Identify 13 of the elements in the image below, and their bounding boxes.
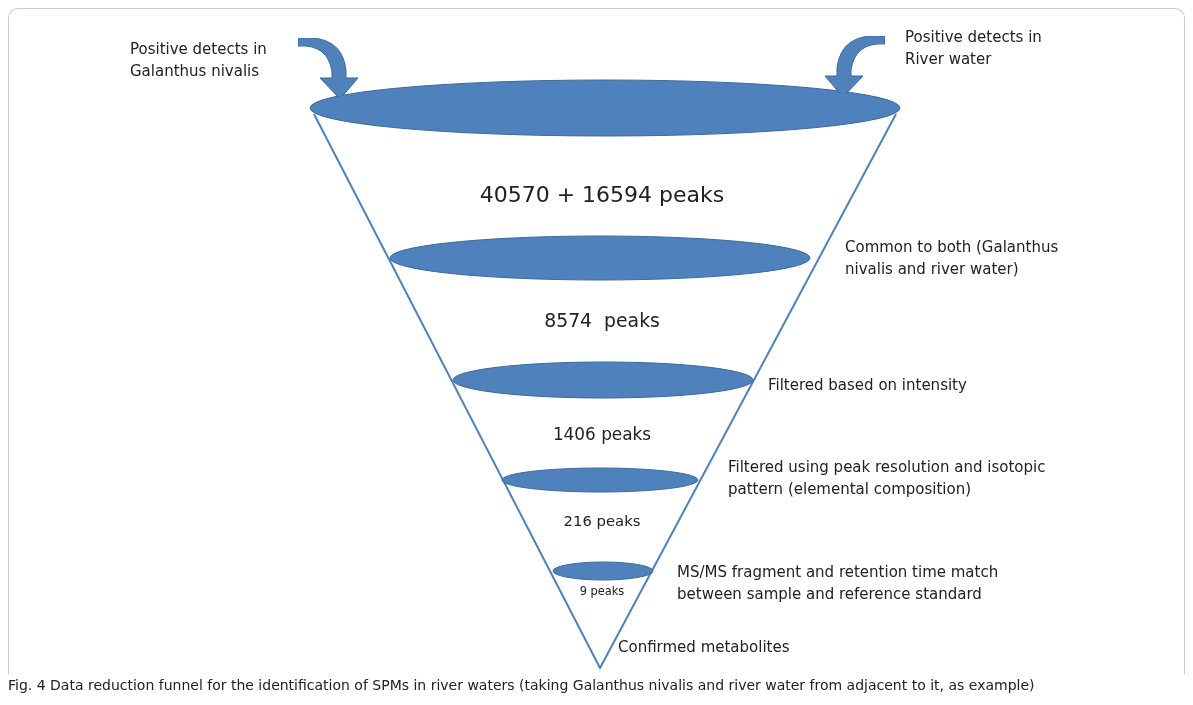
category-label: Confirmed metabolites [618,637,790,656]
category-label: Filtered using peak resolution and isotopic pattern (elemental composition) [728,457,1046,498]
data-label: 40570 + 16594 peaks [479,181,725,207]
category-label: Filtered based on intensity [768,375,967,394]
text: Positive detects in River water [905,27,1042,68]
text: Positive detects in Galanthus nivalis [130,39,267,80]
category-label: MS/MS fragment and retention time match between sample and reference standard [677,562,999,603]
category-label: Common to both (Galanthus nivalis and river water) [845,237,1059,278]
data-label: 216 peaks [563,511,641,529]
text: Fig. 4 Data reduction funnel for the identification of SPMs in river waters (taking Galanthus nivalis and river water from adjacent to it, as example) [8,676,1036,693]
data-label: 9 peaks [579,583,625,598]
data-label: 1406 peaks [552,424,652,445]
data-label: 8574 peaks [544,309,660,331]
